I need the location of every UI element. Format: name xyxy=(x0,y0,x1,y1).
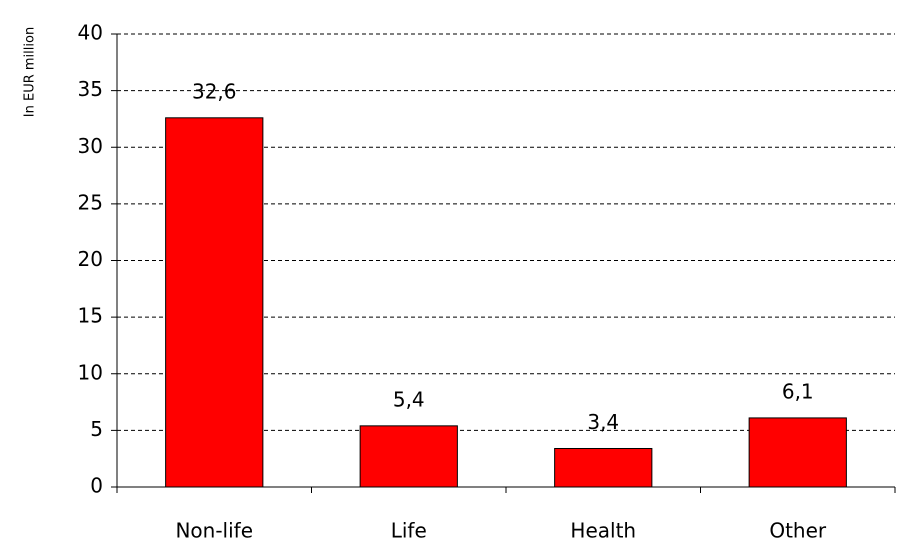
value-label: 3,4 xyxy=(587,410,619,434)
y-tick-label: 25 xyxy=(78,190,103,214)
x-tick-label: Other xyxy=(769,519,827,543)
value-label: 32,6 xyxy=(192,79,237,103)
x-tick-label: Life xyxy=(391,519,427,543)
bar xyxy=(165,117,264,488)
value-label: 5,4 xyxy=(393,387,425,411)
x-tick-label: Non-life xyxy=(175,519,253,543)
y-tick-label: 5 xyxy=(90,417,103,441)
x-tick-label: Health xyxy=(570,519,636,543)
y-tick-label: 10 xyxy=(78,360,103,384)
bar xyxy=(359,425,458,488)
y-tick-label: 40 xyxy=(78,21,103,45)
y-axis-label: In EUR million xyxy=(23,27,38,117)
y-tick-label: 35 xyxy=(78,77,103,101)
bar xyxy=(554,447,653,488)
value-label: 6,1 xyxy=(782,379,814,403)
y-tick-label: 0 xyxy=(90,474,103,498)
y-tick-label: 30 xyxy=(78,134,103,158)
bar xyxy=(748,417,847,488)
y-tick-label: 15 xyxy=(78,304,103,328)
y-tick-label: 20 xyxy=(78,247,103,271)
